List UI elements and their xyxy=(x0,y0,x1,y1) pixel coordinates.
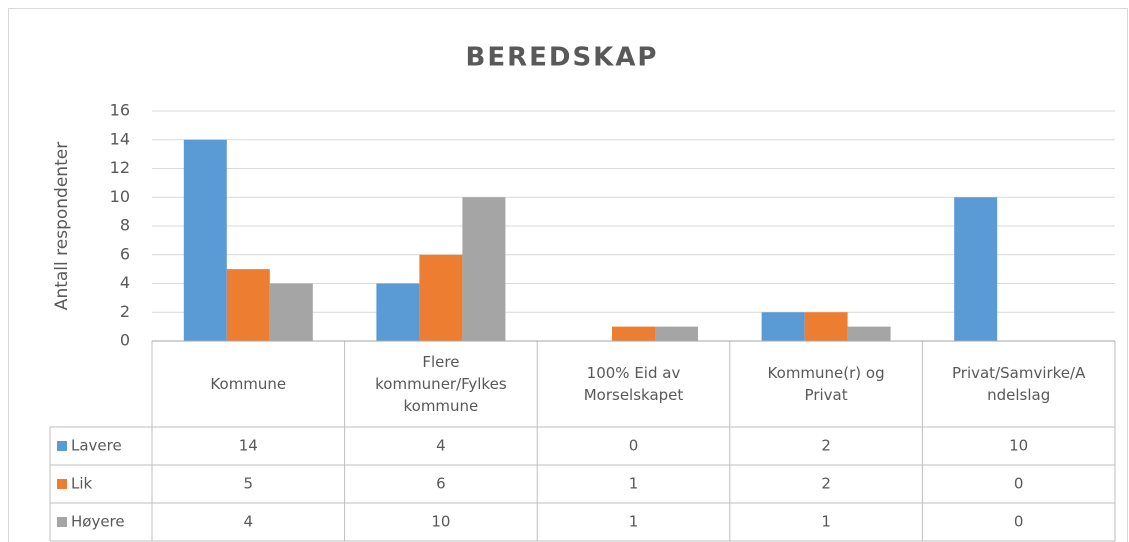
y-tick-label: 14 xyxy=(110,129,130,148)
bar xyxy=(419,254,463,341)
table-value: 0 xyxy=(1014,475,1024,493)
table-value: 1 xyxy=(629,475,639,493)
y-tick-label: 8 xyxy=(120,216,130,235)
chart-title: BEREDSKAP xyxy=(466,43,659,73)
y-tick-label: 0 xyxy=(120,331,130,350)
table-value: 10 xyxy=(431,513,450,531)
legend-label: Høyere xyxy=(71,513,125,531)
bar xyxy=(954,197,998,341)
table-value: 10 xyxy=(1009,437,1028,455)
bar xyxy=(804,312,848,341)
legend-key xyxy=(57,441,67,451)
bar xyxy=(655,326,698,341)
table-value: 2 xyxy=(821,437,831,455)
legend-key xyxy=(57,517,67,527)
bar xyxy=(226,269,270,341)
x-tick-label: Kommune xyxy=(210,375,287,393)
y-tick-label: 2 xyxy=(120,302,130,321)
legend-label: Lavere xyxy=(71,437,122,455)
y-tick-label: 16 xyxy=(110,101,130,120)
bar xyxy=(761,312,805,341)
chart-border xyxy=(8,8,1128,542)
table-value: 1 xyxy=(821,513,831,531)
bar xyxy=(269,283,313,341)
y-tick-label: 12 xyxy=(110,158,130,177)
table-value: 1 xyxy=(629,513,639,531)
x-tick-label: Flere kommuner/Fylkeskommune xyxy=(375,353,507,415)
x-tick-label: Privat/Samvirke/Andelslag xyxy=(952,364,1086,404)
bar xyxy=(376,283,420,341)
table-value: 0 xyxy=(629,437,639,455)
bar xyxy=(462,197,506,341)
table-value: 0 xyxy=(1014,513,1024,531)
legend-key xyxy=(57,479,67,489)
bar xyxy=(612,326,655,341)
y-axis-title: Antall respondenter xyxy=(52,142,72,310)
x-tick-label: 100% Eid av Morselskapet xyxy=(583,364,684,404)
legend-label: Lik xyxy=(71,475,93,493)
bar xyxy=(847,326,891,341)
y-tick-label: 10 xyxy=(110,187,130,206)
y-tick-label: 6 xyxy=(120,244,130,263)
table-value: 5 xyxy=(244,475,254,493)
table-value: 14 xyxy=(239,437,258,455)
bar xyxy=(183,139,227,341)
table-value: 6 xyxy=(436,475,446,493)
table-value: 4 xyxy=(244,513,254,531)
y-tick-label: 4 xyxy=(120,273,130,292)
x-tick-label: Kommune(r) og Privat xyxy=(767,364,885,404)
table-value: 2 xyxy=(821,475,831,493)
table-value: 4 xyxy=(436,437,446,455)
